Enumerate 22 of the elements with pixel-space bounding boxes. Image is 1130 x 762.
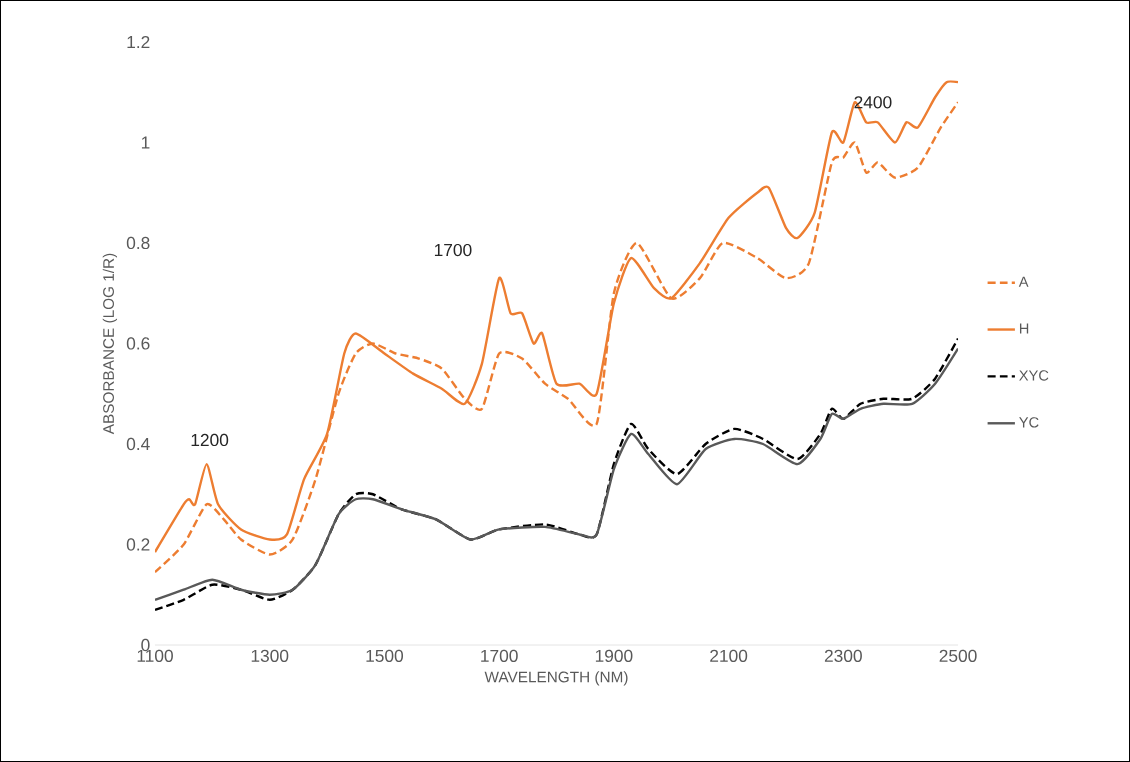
x-axis-title: WAVELENGTH (NM) bbox=[484, 671, 628, 686]
legend-label: YC bbox=[1019, 417, 1039, 428]
legend-label: A bbox=[1018, 276, 1029, 287]
x-tick-label: 2300 bbox=[824, 649, 862, 662]
y-tick-label: 1 bbox=[141, 136, 150, 149]
y-tick-label: 0.2 bbox=[126, 538, 150, 551]
y-tick-label: 1.2 bbox=[127, 35, 150, 49]
y-tick-label: 0.4 bbox=[126, 437, 150, 451]
y-axis-title: ABSORBANCE (LOG 1/R) bbox=[102, 253, 118, 435]
x-tick-label: 1700 bbox=[481, 649, 518, 662]
y-tick-label: 0.8 bbox=[126, 236, 150, 250]
legend-label: XYC bbox=[1019, 370, 1049, 381]
x-tick-label: 2500 bbox=[939, 649, 977, 662]
annotation: 1700 bbox=[434, 243, 472, 257]
annotation: 1200 bbox=[191, 433, 229, 447]
legend-label: H bbox=[1019, 323, 1029, 334]
x-tick-label: 2100 bbox=[710, 649, 748, 662]
x-tick-label: 1900 bbox=[595, 649, 633, 662]
x-tick-label: 1500 bbox=[366, 649, 404, 662]
x-tick-label: 1300 bbox=[251, 649, 289, 662]
annotation: 2400 bbox=[854, 96, 892, 109]
y-tick-label: 0.6 bbox=[126, 337, 150, 350]
